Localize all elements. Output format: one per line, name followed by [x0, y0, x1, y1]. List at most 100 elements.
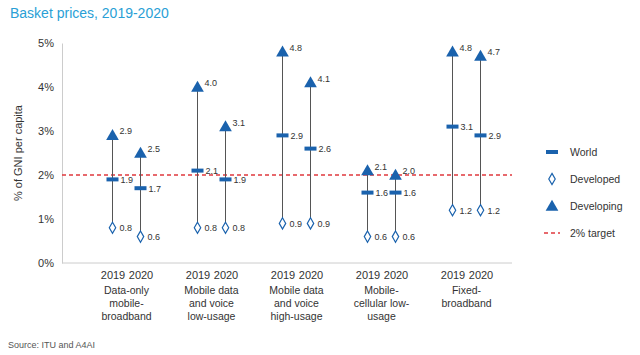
y-axis: 0% 1% 2% 3% 4% 5% [38, 37, 62, 269]
marker-diamond [449, 205, 455, 216]
y-tick-label: 1% [38, 213, 54, 225]
group-label: usage [367, 310, 396, 322]
y-tick: 5% [38, 37, 62, 49]
group-label: and voice [274, 297, 319, 309]
range-line [452, 52, 453, 210]
data-label: 2.5 [148, 144, 161, 154]
marker-dash [390, 191, 402, 195]
data-label: 4.8 [290, 43, 303, 53]
group-label: and voice [189, 297, 234, 309]
x-tick: 2020 [129, 269, 153, 281]
marker-triangle [134, 147, 147, 158]
group-label: Mobile data [269, 284, 323, 296]
x-tick-label: 2019 [441, 269, 465, 281]
marker-triangle [474, 50, 487, 61]
range-line [310, 83, 311, 224]
x-tick: 2019 [271, 269, 295, 281]
y-tick-label: 5% [38, 37, 54, 49]
group-label: mobile- [109, 297, 144, 309]
x-tick-label: 2020 [214, 269, 238, 281]
marker-dash [277, 133, 289, 137]
group-label: Mobile- [364, 284, 399, 296]
y-tick-label: 0% [38, 257, 54, 269]
legend-label: 2% target [570, 227, 615, 239]
data-label: 0.8 [120, 223, 133, 233]
marker-triangle [361, 164, 374, 175]
range-line [197, 87, 198, 228]
data-label: 2.6 [319, 144, 332, 154]
group-label: low-usage [188, 310, 236, 322]
group-label: broadband [441, 297, 491, 309]
marker-diamond [392, 231, 398, 242]
range-line [367, 171, 368, 237]
legend: WorldDevelopedDeveloping2% target [544, 146, 623, 239]
group-label: Data-only [104, 284, 150, 296]
x-tick: 2019 [441, 269, 465, 281]
x-axis: 2019 2020 2019 2020 2019 2020 2019 2020 2019 2020 [101, 269, 493, 281]
marker-triangle [106, 129, 119, 140]
data-label: 1.9 [121, 175, 134, 185]
marker-triangle [191, 81, 204, 92]
marker-dash [220, 177, 232, 181]
x-tick: 2020 [299, 269, 323, 281]
y-tick-label: 2% [38, 169, 54, 181]
data-label: 3.1 [233, 118, 246, 128]
marker-diamond [477, 205, 483, 216]
y-axis-title: % of GNI per capita [12, 104, 24, 201]
group-label: broadband [101, 310, 151, 322]
marker-triangle [219, 120, 232, 131]
data-label: 2.1 [375, 162, 388, 172]
range-line [480, 56, 481, 210]
marker-dash [192, 169, 204, 173]
range-line [112, 135, 113, 227]
x-tick-label: 2019 [271, 269, 295, 281]
x-tick: 2020 [384, 269, 408, 281]
marker-diamond [279, 218, 285, 229]
x-tick-label: 2020 [299, 269, 323, 281]
range-line [140, 153, 141, 237]
data-label: 4.1 [318, 74, 331, 84]
source: Source: ITU and A4AI [8, 340, 95, 350]
data-label: 1.6 [376, 188, 389, 198]
data-label: 2.9 [120, 126, 133, 136]
data-label: 4.0 [205, 78, 218, 88]
marker-diamond [364, 231, 370, 242]
x-tick: 2020 [469, 269, 493, 281]
y-tick-label: 3% [38, 125, 54, 137]
range-line [395, 175, 396, 237]
x-tick: 2020 [214, 269, 238, 281]
data-label: 2.0 [403, 166, 416, 176]
legend-symbol [549, 173, 555, 184]
x-tick: 2019 [356, 269, 380, 281]
legend-symbol [546, 200, 559, 211]
data-label: 1.2 [488, 206, 501, 216]
data-label: 2.9 [489, 131, 502, 141]
data-label: 2.1 [206, 166, 219, 176]
marker-diamond [194, 222, 200, 233]
data-label: 0.8 [233, 223, 246, 233]
marker-triangle [304, 76, 317, 87]
y-tick-label: 4% [38, 81, 54, 93]
y-tick: 3% [38, 125, 62, 137]
marker-triangle [446, 45, 459, 56]
x-tick-label: 2019 [186, 269, 210, 281]
x-tick-label: 2019 [101, 269, 125, 281]
marker-dash [107, 177, 119, 181]
data-label: 1.6 [404, 188, 417, 198]
x-tick-label: 2019 [356, 269, 380, 281]
marker-triangle [276, 45, 289, 56]
group-label: cellular low- [354, 297, 410, 309]
x-tick-label: 2020 [384, 269, 408, 281]
group-label: high-usage [271, 310, 323, 322]
data-labels: 1.91.72.11.92.92.61.61.63.12.90.80.60.80… [120, 43, 502, 242]
y-axis-line [62, 44, 63, 264]
data-label: 0.8 [205, 223, 218, 233]
marks [62, 45, 512, 242]
data-label: 1.9 [234, 175, 247, 185]
marker-diamond [137, 231, 143, 242]
range-line [225, 127, 226, 228]
x-tick: 2019 [186, 269, 210, 281]
marker-dash [475, 133, 487, 137]
legend-label: World [570, 146, 597, 158]
data-label: 0.6 [148, 232, 161, 242]
